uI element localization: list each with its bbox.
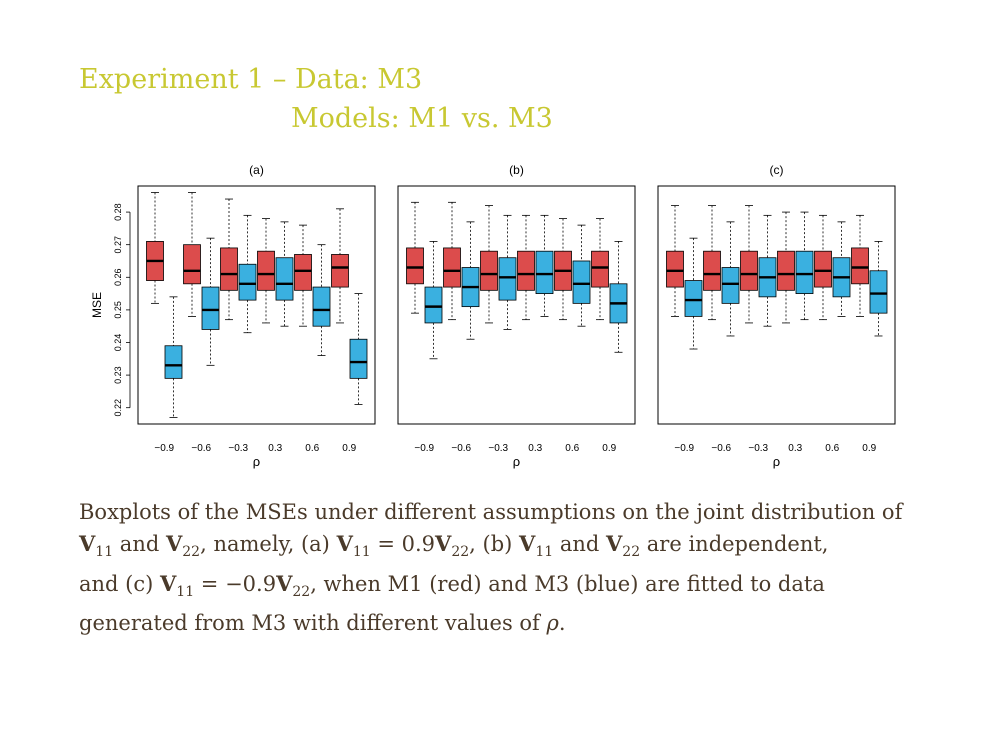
caption-line1: Boxplots of the MSEs under different ass… <box>79 500 903 524</box>
box-red <box>480 250 498 291</box>
figure-caption: Boxplots of the MSEs under different ass… <box>79 500 903 636</box>
y-tick-label: 0.25 <box>113 301 123 319</box>
caption-v11: V <box>79 531 96 556</box>
x-tick-label: 0.6 <box>565 443 579 454</box>
x-axis-label: ρ <box>513 454 520 469</box>
box-red <box>183 244 201 285</box>
box-blue <box>795 250 814 294</box>
box-red <box>814 250 832 288</box>
box-red <box>740 250 758 291</box>
box-red <box>851 247 869 285</box>
plot-frame <box>137 185 376 425</box>
y-tick-label: 0.28 <box>113 203 123 221</box>
box-red <box>294 254 312 291</box>
panel-title: (a) <box>249 163 264 177</box>
y-tick-label: 0.26 <box>113 269 123 287</box>
x-tick-label: 0.9 <box>862 443 876 454</box>
box-red <box>257 250 275 291</box>
x-tick-label: 0.6 <box>825 443 839 454</box>
box-red <box>703 250 721 291</box>
x-tick-label: −0.9 <box>414 443 434 454</box>
slide-title-line1: Experiment 1 – Data: M3 <box>79 64 423 95</box>
y-axis-label: MSE <box>90 292 104 318</box>
box-red <box>591 250 609 288</box>
box-blue <box>238 263 257 301</box>
x-axis-label: ρ <box>773 454 780 469</box>
box-blue <box>201 286 220 330</box>
x-tick-label: 0.9 <box>602 443 616 454</box>
box-red <box>443 247 461 288</box>
box-red <box>517 250 535 291</box>
box-blue <box>498 257 517 301</box>
x-tick-label: 0.9 <box>342 443 356 454</box>
x-tick-label: −0.6 <box>191 443 211 454</box>
x-tick-label: 0.3 <box>268 443 282 454</box>
caption-v22: V <box>165 531 183 556</box>
x-tick-label: −0.6 <box>451 443 471 454</box>
box-blue <box>164 345 183 379</box>
x-tick-label: −0.3 <box>748 443 768 454</box>
panel-title: (b) <box>509 163 524 177</box>
caption-rho: ρ <box>546 611 559 636</box>
box-blue <box>275 257 294 301</box>
y-tick-label: 0.24 <box>113 334 123 352</box>
x-tick-label: −0.3 <box>488 443 508 454</box>
y-tick-label: 0.23 <box>113 366 123 384</box>
box-blue <box>721 267 740 304</box>
box-red <box>331 254 349 288</box>
box-red <box>777 250 795 291</box>
plot-frame <box>397 185 636 425</box>
y-tick-label: 0.27 <box>113 236 123 254</box>
box-blue <box>684 280 703 317</box>
box-blue <box>869 270 888 314</box>
x-tick-label: 0.6 <box>305 443 319 454</box>
x-tick-label: 0.3 <box>528 443 542 454</box>
panel-title: (c) <box>770 163 784 177</box>
box-blue <box>535 250 554 294</box>
slide-title-line2: Models: M1 vs. M3 <box>291 103 553 134</box>
box-blue <box>312 286 331 327</box>
x-tick-label: 0.3 <box>788 443 802 454</box>
box-blue <box>572 260 591 304</box>
boxplot-figure: (a) ρ −0.9 −0.6 −0.3 0.3 0.6 0.9 0.22 0.23 0.24 0.2… <box>90 163 896 469</box>
plot-frame <box>657 185 896 425</box>
box-red <box>666 250 684 288</box>
box-red <box>220 247 238 291</box>
x-tick-label: −0.3 <box>228 443 248 454</box>
box-blue <box>349 338 368 379</box>
y-tick-label: 0.22 <box>113 399 123 417</box>
box-red <box>406 247 424 285</box>
x-tick-label: −0.6 <box>711 443 731 454</box>
x-tick-label: −0.9 <box>154 443 174 454</box>
box-blue <box>424 286 443 324</box>
x-tick-label: −0.9 <box>674 443 694 454</box>
x-axis-label: ρ <box>253 454 260 469</box>
